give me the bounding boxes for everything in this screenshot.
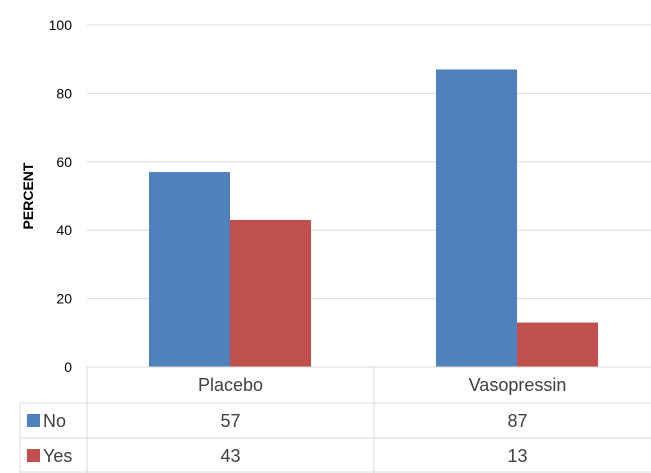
y-tick-label: 40 [56,222,72,238]
series-name: No [43,411,66,431]
y-axis-title: PERCENT [20,162,36,229]
category-label: Placebo [198,375,263,395]
y-tick-label: 60 [56,154,72,170]
y-axis-ticks: 0 20 40 60 80 100 [49,17,73,375]
bar-yes-placebo [230,219,311,367]
series-name: Yes [43,446,72,466]
bar-no-vasopressin [436,69,517,368]
data-table: Placebo Vasopressin No 57 87 Yes 43 13 [19,366,651,473]
bars [149,69,598,368]
legend-key-yes [27,449,40,462]
category-label: Vasopressin [469,375,567,395]
table-value: 43 [220,446,240,466]
y-tick-label: 20 [56,291,72,307]
table-value: 13 [507,446,527,466]
y-tick-label: 0 [64,359,72,375]
legend-key-no [27,414,40,427]
y-tick-label: 80 [56,85,72,101]
bar-no-placebo [149,172,230,367]
table-value: 57 [220,411,240,431]
bar-yes-vasopressin [517,322,598,367]
y-tick-label: 100 [49,17,73,33]
table-value: 87 [507,411,527,431]
